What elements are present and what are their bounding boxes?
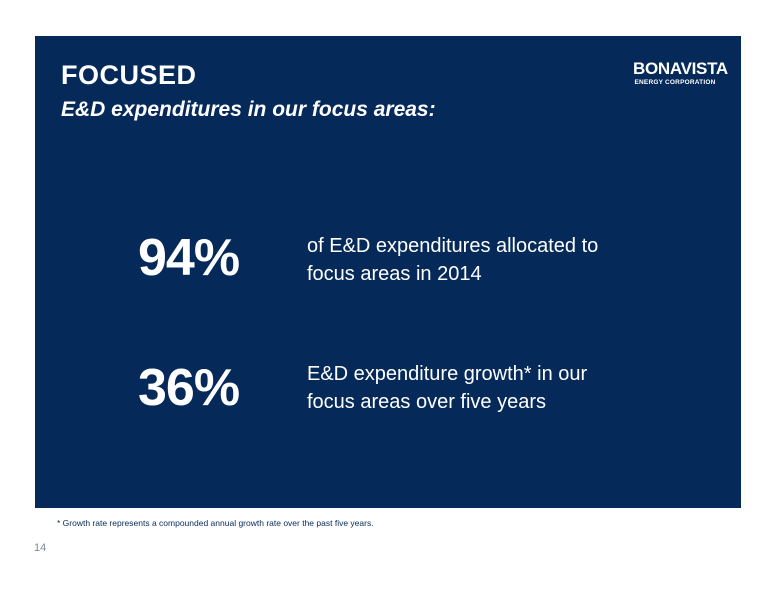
stat-description-line: E&D expenditure growth* in our	[307, 363, 588, 385]
footnote: * Growth rate represents a compounded an…	[57, 518, 374, 528]
slide-panel: FOCUSED E&D expenditures in our focus ar…	[35, 36, 741, 508]
stat-value-expenditure-growth: 36%	[138, 359, 240, 417]
stat-description-focus-allocation: of E&D expenditures allocated to focus a…	[307, 232, 667, 288]
stat-value-focus-allocation: 94%	[138, 229, 240, 287]
logo-wordmark: BONAVISTA	[633, 59, 728, 78]
logo-tagline: ENERGY CORPORATION	[634, 79, 716, 86]
stat-description-expenditure-growth: E&D expenditure growth* in our focus are…	[307, 360, 667, 416]
page-number: 14	[34, 542, 47, 554]
slide-subtitle: E&D expenditures in our focus areas:	[61, 98, 436, 121]
stat-description-line: of E&D expenditures allocated to	[307, 235, 599, 257]
stat-description-line: focus areas in 2014	[307, 263, 482, 285]
company-logo: BONAVISTA ENERGY CORPORATION	[633, 59, 728, 88]
slide-title: FOCUSED	[61, 60, 197, 90]
stat-description-line: focus areas over five years	[307, 391, 546, 413]
